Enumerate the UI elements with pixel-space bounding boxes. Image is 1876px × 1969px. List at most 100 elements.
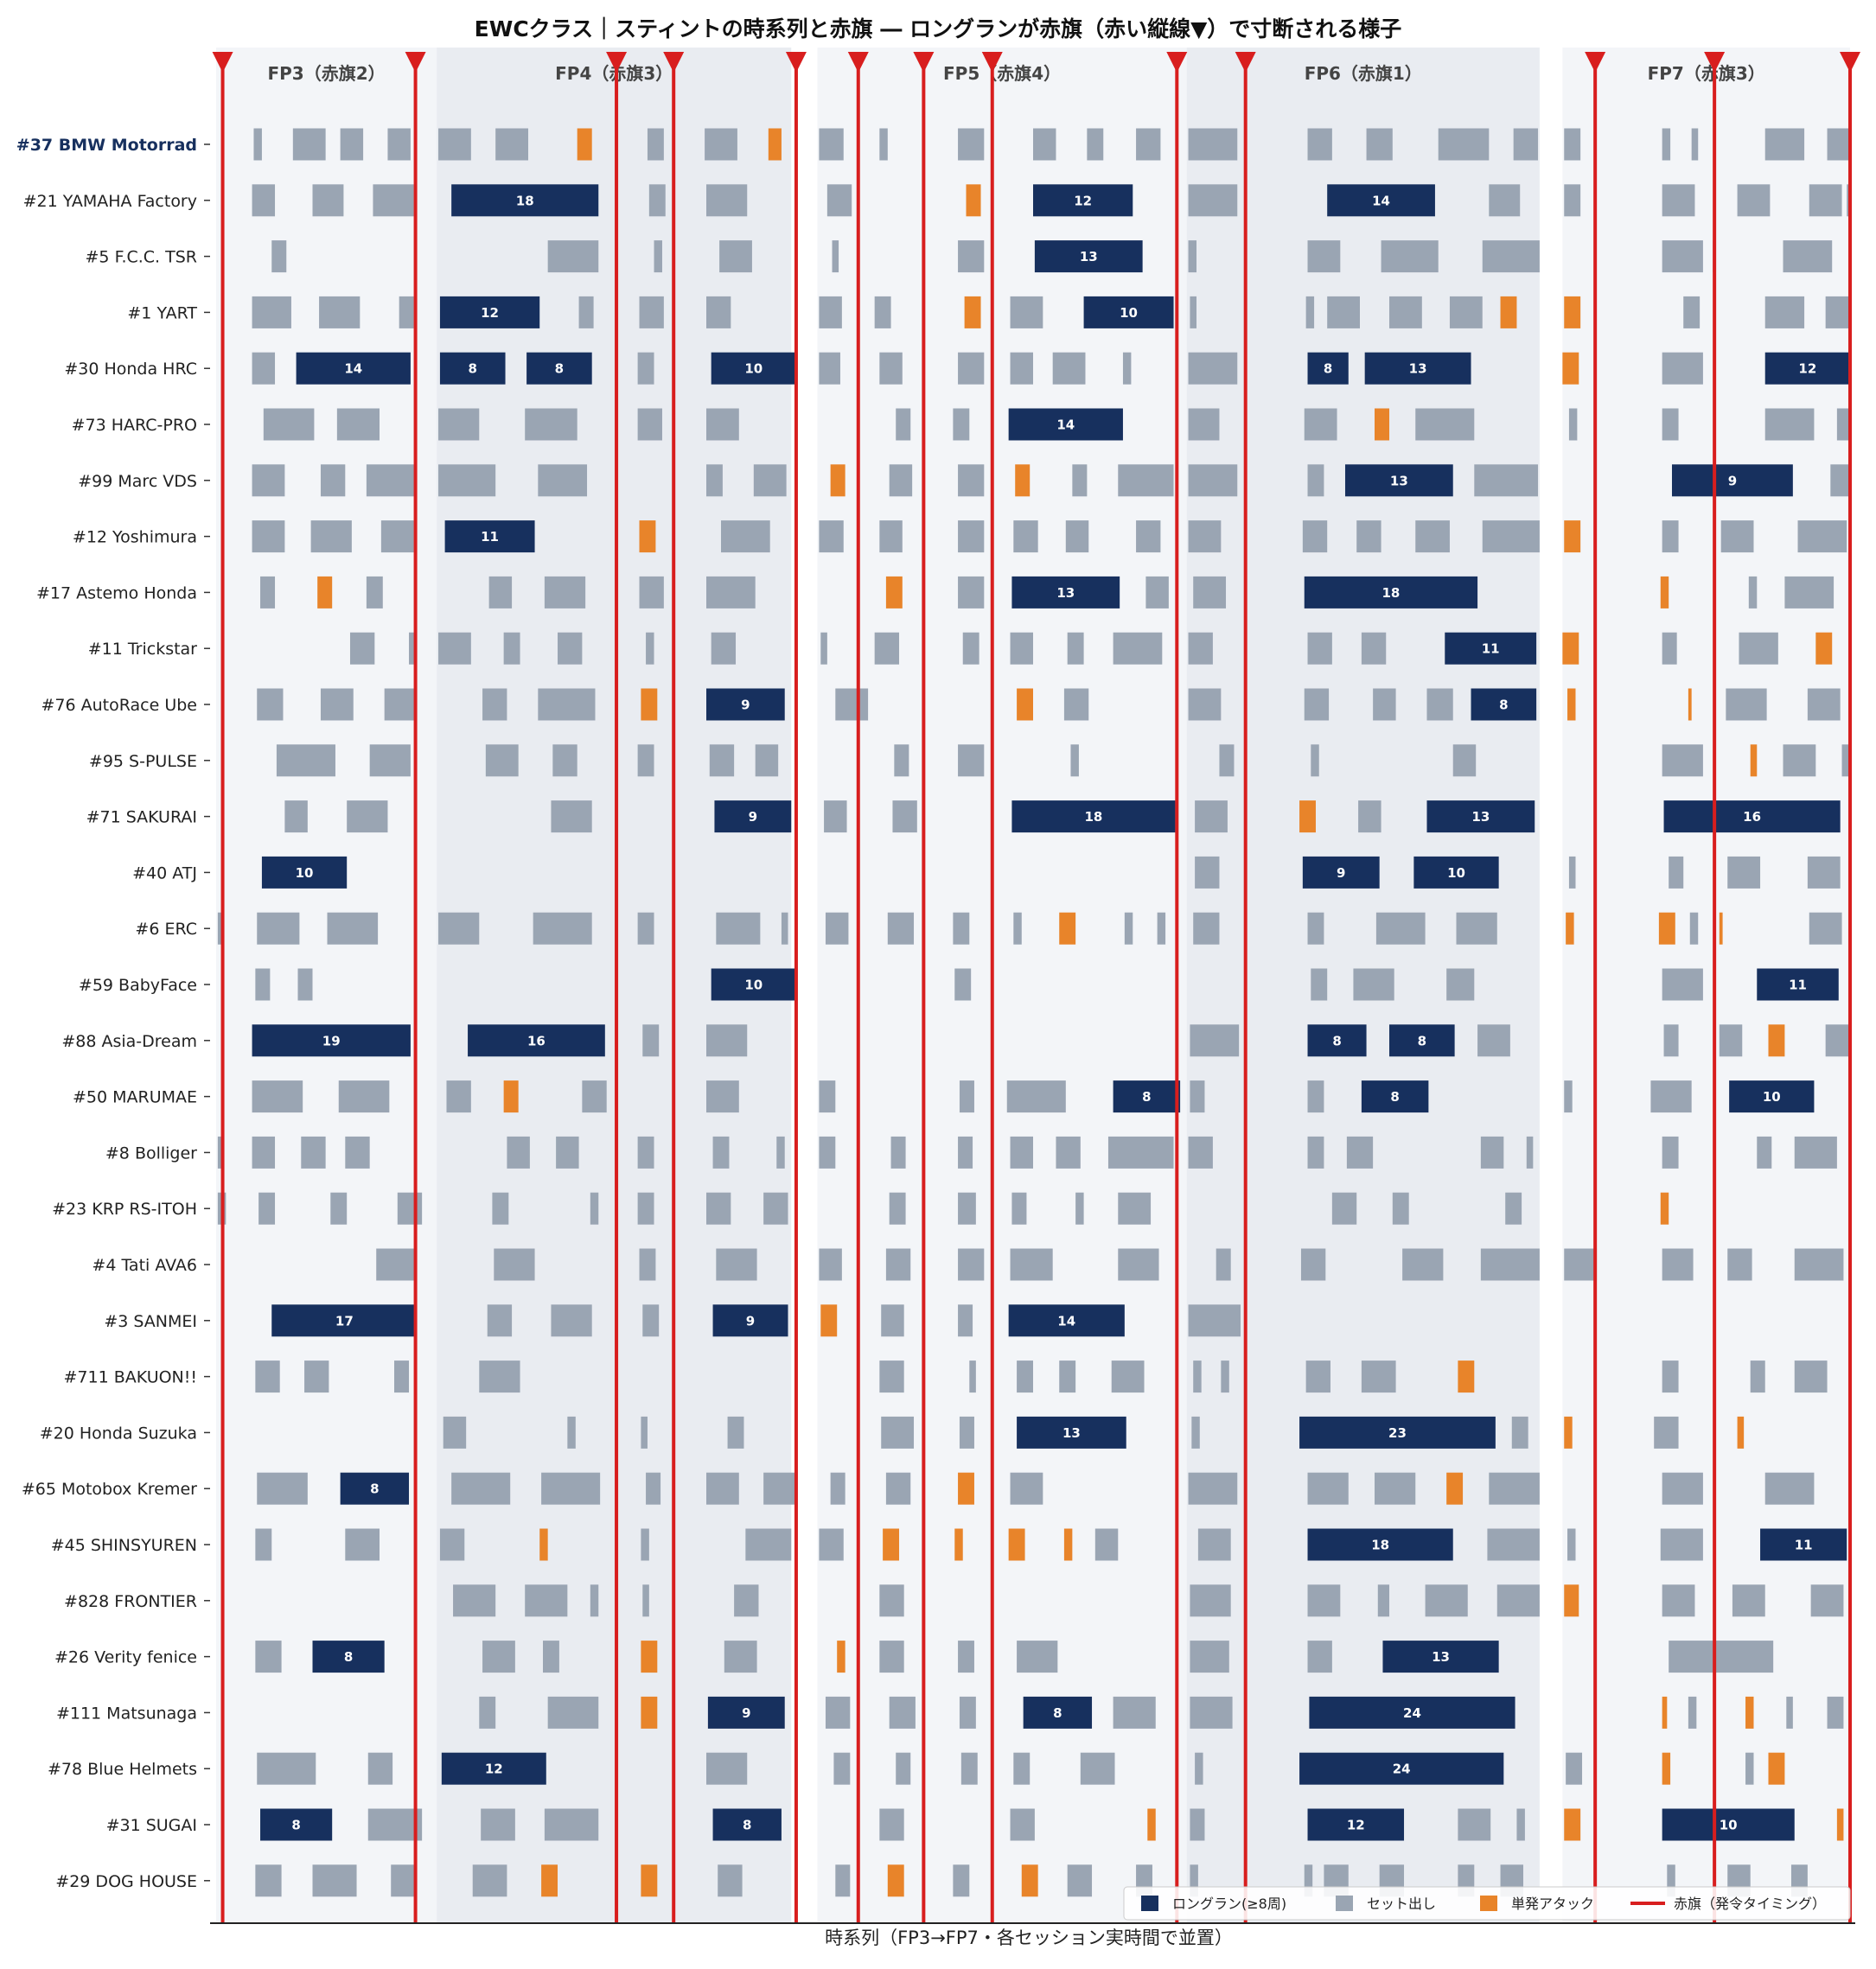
red-flag-marker — [212, 52, 233, 73]
setup-stint — [345, 1136, 370, 1169]
setup-stint — [763, 1192, 788, 1225]
setup-stint — [304, 1360, 329, 1393]
setup-stint — [1305, 1360, 1330, 1393]
longrun-stint — [271, 1304, 418, 1337]
setup-stint — [1807, 688, 1841, 721]
setup-stint — [1764, 1472, 1815, 1505]
setup-stint — [706, 1752, 748, 1785]
setup-stint — [1193, 1360, 1202, 1393]
red-flag-marker — [1166, 52, 1188, 73]
setup-stint — [487, 1304, 513, 1337]
stint-lap-label: 10 — [744, 361, 763, 377]
setup-stint — [958, 576, 985, 609]
attack-stint — [883, 1528, 900, 1561]
setup-stint — [890, 1136, 906, 1169]
setup-stint — [881, 1304, 904, 1337]
setup-stint — [639, 296, 664, 328]
stint-lap-label: 8 — [743, 1818, 751, 1833]
setup-stint — [830, 1472, 845, 1505]
setup-stint — [1786, 1696, 1793, 1729]
setup-stint — [257, 688, 284, 721]
setup-stint — [451, 1472, 511, 1505]
stint-lap-label: 13 — [1056, 585, 1075, 601]
longrun-stint — [260, 1808, 333, 1841]
stint-lap-label: 13 — [1062, 1425, 1081, 1441]
stint-lap-label: 16 — [527, 1033, 546, 1048]
longrun-stint — [1307, 1808, 1405, 1841]
setup-stint — [1305, 296, 1315, 328]
longrun-stint — [707, 1696, 785, 1729]
row-label: #12 Yoshimura — [73, 528, 197, 547]
stint-lap-label: 8 — [1053, 1705, 1062, 1721]
setup-stint — [958, 1304, 973, 1337]
legend-label: 単発アタック — [1511, 1896, 1594, 1912]
longrun-stint — [526, 352, 592, 385]
setup-stint — [1511, 1416, 1528, 1449]
setup-stint — [1188, 1304, 1241, 1337]
stint-lap-label: 8 — [291, 1818, 300, 1833]
attack-stint — [1745, 1696, 1754, 1729]
stint-lap-label: 8 — [370, 1482, 379, 1497]
setup-stint — [1568, 408, 1578, 441]
longrun-stint — [1017, 1416, 1126, 1449]
setup-stint — [1720, 520, 1754, 553]
setup-stint — [1392, 1192, 1409, 1225]
setup-stint — [257, 1752, 316, 1785]
stint-lap-label: 11 — [1482, 641, 1500, 657]
setup-stint — [387, 128, 411, 161]
longrun-stint — [714, 800, 792, 833]
longrun-stint — [468, 1024, 605, 1057]
setup-stint — [252, 352, 276, 385]
setup-stint — [958, 1248, 985, 1281]
row-label: #711 BAKUON!! — [63, 1368, 197, 1387]
setup-stint — [719, 240, 752, 273]
longrun-stint — [1729, 1080, 1815, 1113]
setup-stint — [1307, 1584, 1341, 1617]
attack-stint — [1017, 688, 1033, 721]
setup-stint — [1136, 128, 1161, 161]
setup-stint — [1513, 128, 1539, 161]
setup-stint — [1836, 408, 1850, 441]
setup-stint — [1302, 520, 1328, 553]
stint-lap-label: 10 — [744, 978, 763, 993]
setup-stint — [958, 1641, 974, 1673]
setup-stint — [639, 576, 664, 609]
setup-stint — [297, 968, 313, 1001]
longrun-stint — [712, 1304, 788, 1337]
longrun-stint — [1389, 1024, 1455, 1057]
setup-stint — [257, 912, 300, 945]
attack-stint — [958, 1472, 974, 1505]
setup-stint — [648, 184, 666, 217]
setup-stint — [1013, 1752, 1031, 1785]
setup-stint — [252, 1080, 303, 1113]
attack-stint — [577, 128, 592, 161]
row-label: #828 FRONTIER — [64, 1592, 197, 1611]
setup-stint — [495, 128, 528, 161]
setup-stint — [1307, 128, 1332, 161]
setup-stint — [533, 912, 592, 945]
longrun-stint — [711, 968, 796, 1001]
setup-stint — [1307, 632, 1332, 665]
setup-stint — [394, 1360, 410, 1393]
setup-stint — [889, 1192, 906, 1225]
setup-stint — [1067, 1864, 1093, 1897]
setup-stint — [1010, 1248, 1053, 1281]
setup-stint — [366, 576, 383, 609]
setup-stint — [1650, 1080, 1692, 1113]
setup-stint — [443, 1416, 467, 1449]
x-axis-label: 時系列（FP3→FP7・各セッション実時間で並置） — [825, 1928, 1233, 1948]
setup-stint — [1013, 520, 1038, 553]
setup-stint — [1827, 1696, 1844, 1729]
longrun-stint — [340, 1472, 410, 1505]
stint-lap-label: 12 — [1074, 193, 1092, 208]
setup-stint — [481, 1808, 515, 1841]
longrun-stint — [1364, 352, 1471, 385]
stint-lap-label: 14 — [1372, 193, 1390, 208]
setup-stint — [1304, 688, 1330, 721]
longrun-stint — [1023, 1696, 1093, 1729]
row-label: #37 BMW Motorrad — [16, 136, 197, 155]
setup-stint — [1191, 1416, 1200, 1449]
setup-stint — [959, 1080, 974, 1113]
setup-stint — [958, 352, 985, 385]
longrun-stint — [1445, 632, 1537, 665]
